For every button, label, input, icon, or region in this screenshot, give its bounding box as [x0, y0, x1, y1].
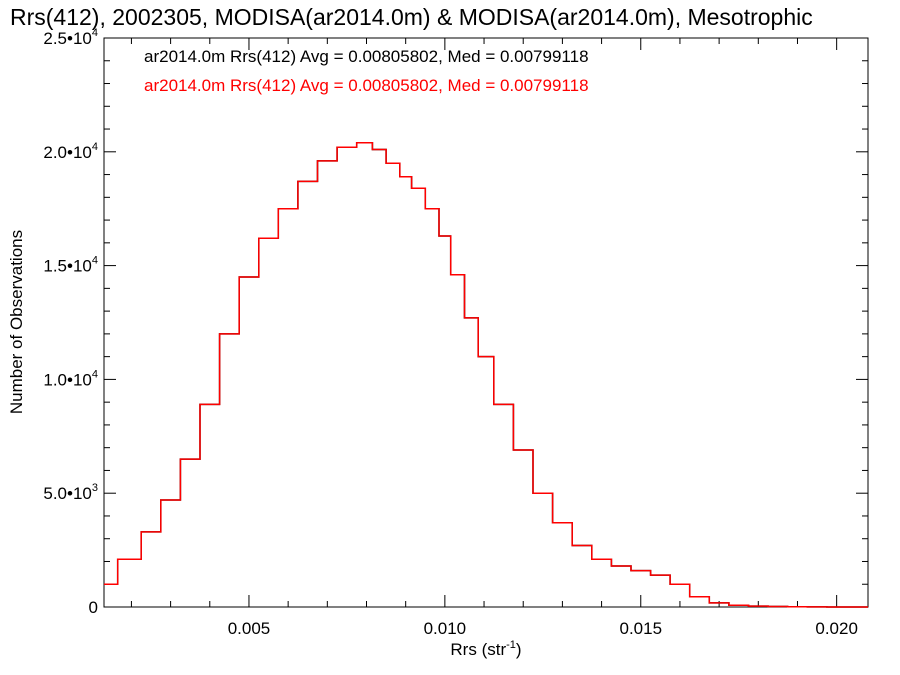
legend: ar2014.0m Rrs(412) Avg = 0.00805802, Med…: [144, 47, 589, 95]
x-axis-label: Rrs (str-1): [450, 639, 521, 659]
y-tick-exponent: 4: [92, 368, 98, 380]
x-tick-label: 0.015: [619, 619, 662, 638]
plot-area: [103, 37, 869, 608]
y-tick-mantissa: 2.5•10: [43, 29, 92, 48]
x-tick-label: 0.010: [424, 619, 467, 638]
y-tick-label: 1.5•104: [43, 255, 98, 276]
y-tick-exponent: 4: [92, 141, 98, 153]
x-tick-label: 0.020: [815, 619, 858, 638]
y-tick-label: 5.0•103: [43, 482, 98, 503]
y-axis-label: Number of Observations: [7, 230, 26, 414]
chart-title: Rrs(412), 2002305, MODISA(ar2014.0m) & M…: [10, 4, 813, 30]
series-line-0: [104, 141, 868, 608]
y-tick-label: 0: [89, 598, 98, 617]
y-tick-exponent: 4: [92, 255, 98, 267]
y-tick-label: 2.5•104: [43, 27, 98, 48]
y-tick-mantissa: 1.5•10: [43, 257, 92, 276]
y-tick-label: 1.0•104: [43, 368, 98, 389]
plot-frame: [103, 37, 869, 608]
x-axis-ticks: [130, 38, 838, 607]
y-tick-mantissa: 1.0•10: [43, 370, 92, 389]
legend-entry-black: ar2014.0m Rrs(412) Avg = 0.00805802, Med…: [144, 47, 589, 66]
y-tick-label: 2.0•104: [43, 141, 98, 162]
y-tick-exponent: 3: [92, 482, 98, 494]
series-line-1: [104, 141, 868, 608]
y-axis-ticks: [104, 37, 868, 608]
y-tick-mantissa: 5.0•10: [43, 484, 92, 503]
legend-entry-red: ar2014.0m Rrs(412) Avg = 0.00805802, Med…: [144, 76, 589, 95]
y-tick-mantissa: 0: [89, 598, 98, 617]
series-lines: [104, 141, 868, 608]
y-tick-exponent: 4: [92, 27, 98, 39]
x-axis-tick-labels: 0.005 0.010 0.015 0.020: [228, 619, 858, 638]
y-tick-mantissa: 2.0•10: [43, 143, 92, 162]
x-tick-label: 0.005: [228, 619, 271, 638]
